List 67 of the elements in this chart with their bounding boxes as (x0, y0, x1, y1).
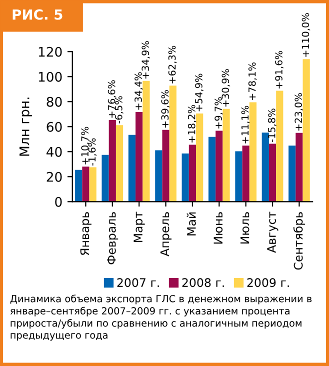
bar (102, 154, 109, 202)
bar (136, 112, 143, 202)
bar (288, 146, 296, 202)
y-tick-label: 60 (46, 122, 62, 132)
annotation: +11,1% (241, 106, 250, 144)
bar (182, 154, 189, 202)
annotation: +9,7% (214, 97, 223, 128)
bar (82, 166, 90, 202)
bar (75, 170, 82, 202)
y-tick-label: 100 (38, 72, 62, 82)
annotation: +91,6% (275, 51, 284, 88)
bar (155, 150, 162, 202)
bar (162, 130, 170, 202)
bar (128, 134, 136, 202)
bar (89, 167, 96, 202)
annotation: +78,1% (248, 62, 257, 100)
annotation: +18,2% (188, 105, 196, 142)
annotation: +34,4% (134, 72, 143, 110)
bar (242, 146, 250, 202)
bar (188, 144, 196, 202)
bar (142, 80, 150, 202)
annotation: -1,6% (88, 138, 97, 166)
annotation: +34,9% (142, 41, 150, 79)
annotation: +10,7% (81, 126, 90, 164)
x-tick-label: Январь (80, 212, 92, 256)
bar (216, 130, 223, 202)
y-tick-label: 40 (46, 146, 62, 157)
x-tick-label: Март (134, 212, 145, 242)
bar (276, 90, 284, 202)
x-tick-label: Июнь (214, 212, 223, 244)
x-tick-label: Сентябрь (293, 212, 306, 270)
annotation: +76,6% (108, 80, 116, 118)
bar (268, 144, 276, 202)
y-tick-label: 0 (55, 196, 62, 207)
y-tick-label: 20 (46, 172, 62, 182)
annotation: +54,9% (195, 74, 204, 112)
y-axis-title: Млн грн. (20, 98, 32, 156)
bar (108, 120, 116, 202)
bar (222, 108, 230, 202)
bar (208, 136, 216, 202)
text: Динамика объема экспорта ГЛС в денежном выражении в январе–сентябре 2007–2009 гг. с указанием процента прироста/убыли по сравнению с аналогичным периодом предыдущего года (10, 294, 312, 341)
x-tick-label: Апрель (160, 212, 172, 256)
bar (169, 86, 176, 202)
x-tick-label: Июль (240, 212, 250, 244)
chart-title: РИС. 5 (12, 9, 62, 20)
annotation: -15,8% (268, 108, 276, 142)
bar (249, 102, 257, 202)
legend-label: 2007 г. (117, 278, 159, 288)
x-tick-label: Август (267, 212, 278, 253)
x-tick-label: Февраль (107, 212, 118, 264)
y-tick-label: 120 (38, 46, 62, 57)
annotation: +30,9% (222, 69, 230, 107)
x-tick-label: Май (186, 212, 196, 236)
bar (116, 125, 124, 202)
annotation: +39,6% (161, 90, 170, 128)
bar (296, 132, 303, 202)
bar (196, 114, 204, 202)
legend-label: 2009 г. (247, 278, 289, 288)
annotation: -6,5% (114, 96, 124, 124)
annotation: +62,3% (168, 46, 177, 84)
bar (235, 151, 242, 202)
y-tick-label: 80 (46, 96, 62, 107)
bar (302, 59, 310, 202)
bar (262, 132, 269, 202)
annotation: +110,0% (302, 13, 310, 57)
legend-label: 2008 г. (182, 278, 224, 288)
annotation: +23,0% (294, 93, 304, 131)
